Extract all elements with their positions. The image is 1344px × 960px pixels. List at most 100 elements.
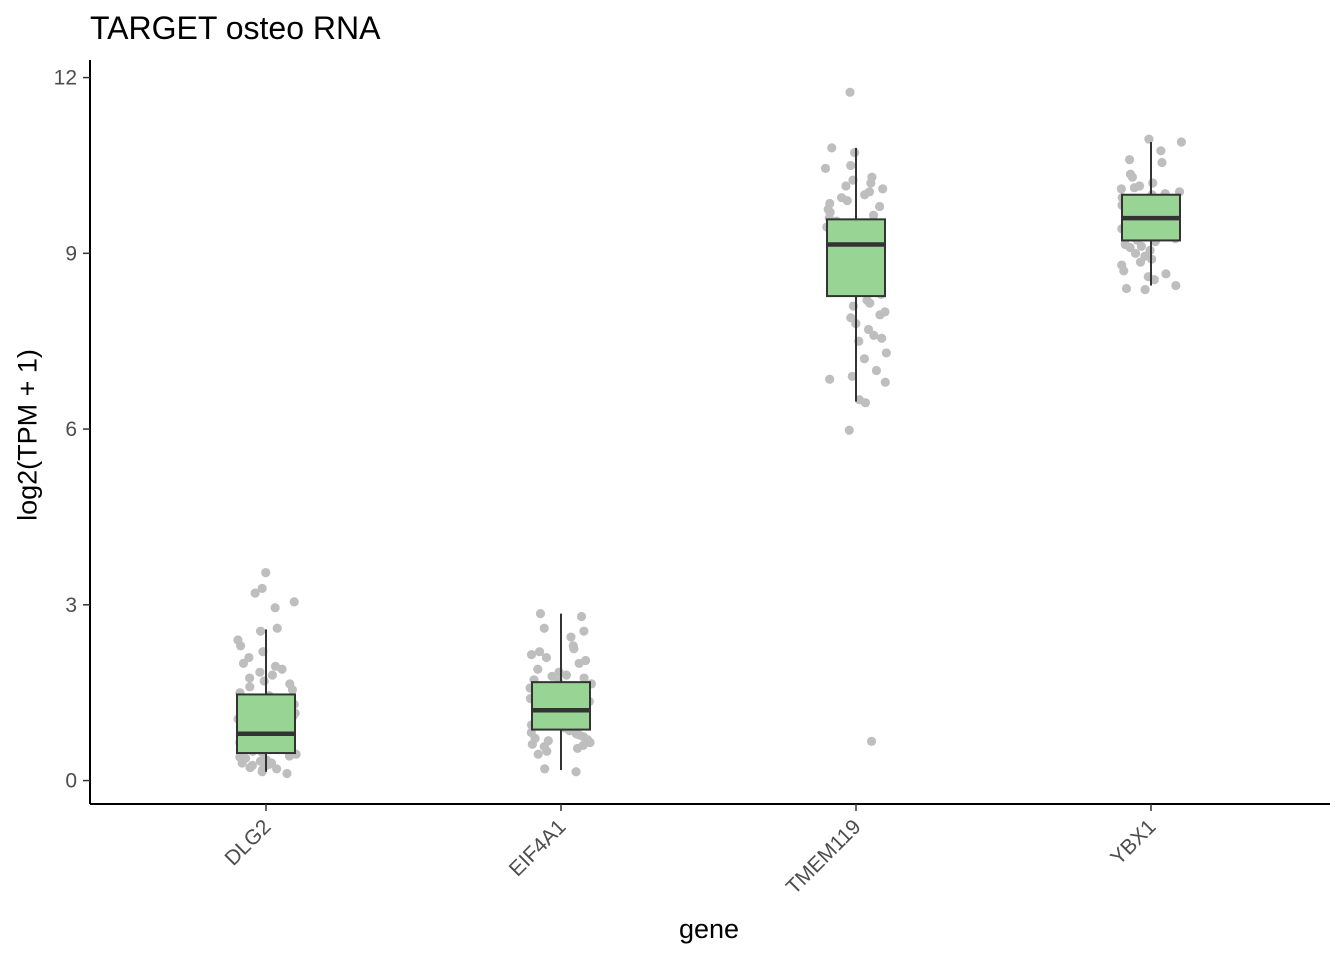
x-tick-label: DLG2 — [220, 815, 275, 870]
data-point — [1119, 266, 1129, 276]
data-point — [261, 567, 271, 578]
x-tick-label: YBX1 — [1106, 815, 1160, 869]
data-point — [561, 670, 572, 680]
chart-title: TARGET osteo RNA — [90, 10, 381, 46]
data-point — [257, 583, 267, 594]
data-point — [847, 371, 857, 381]
data-point — [540, 764, 550, 774]
data-point — [850, 147, 860, 158]
data-point — [880, 377, 890, 387]
data-point — [571, 767, 581, 777]
data-point — [233, 635, 243, 645]
data-point — [526, 650, 537, 660]
data-point — [533, 664, 543, 674]
data-point — [285, 679, 295, 689]
data-point — [580, 655, 591, 666]
y-tick-label: 6 — [65, 418, 77, 441]
data-point — [534, 647, 545, 657]
data-point — [244, 652, 254, 663]
data-point — [877, 333, 887, 343]
data-point — [270, 603, 280, 613]
data-point — [1129, 183, 1139, 193]
data-point — [842, 195, 852, 206]
data-point — [1136, 241, 1146, 251]
data-point — [250, 588, 260, 598]
data-point — [247, 760, 258, 770]
data-point — [245, 673, 255, 683]
data-point — [866, 178, 876, 188]
data-point — [846, 160, 856, 171]
data-point — [270, 661, 281, 671]
data-point — [543, 736, 553, 746]
data-point — [865, 298, 875, 308]
data-point — [860, 190, 870, 200]
data-point — [1116, 184, 1126, 194]
data-point — [257, 767, 267, 777]
data-point — [547, 671, 557, 681]
data-point — [825, 374, 835, 384]
x-tick-label: TMEM119 — [782, 815, 866, 899]
data-point — [868, 210, 879, 220]
data-point — [827, 143, 837, 153]
data-point — [866, 736, 877, 746]
data-point — [533, 749, 543, 759]
data-point — [1156, 146, 1166, 156]
data-point — [576, 611, 587, 622]
y-tick-label: 0 — [65, 770, 77, 793]
data-point — [240, 753, 251, 763]
data-point — [1130, 248, 1141, 258]
data-point — [272, 623, 282, 633]
x-axis-label: gene — [678, 914, 740, 944]
data-point — [881, 348, 891, 358]
data-point — [1135, 257, 1146, 267]
data-point — [238, 658, 249, 669]
data-point — [574, 730, 584, 740]
data-point — [259, 676, 269, 686]
data-point — [535, 609, 546, 619]
box-iqr — [236, 693, 296, 755]
data-point — [871, 365, 882, 376]
data-point — [1121, 283, 1132, 294]
data-point — [859, 354, 869, 364]
jitter-points-layer — [233, 87, 1187, 779]
data-point — [1127, 172, 1138, 182]
data-point — [875, 310, 885, 320]
data-point — [841, 181, 851, 191]
data-point — [579, 673, 589, 683]
data-point — [272, 764, 282, 774]
data-point — [820, 163, 831, 173]
data-point — [1125, 242, 1135, 253]
data-point — [255, 626, 266, 636]
box-iqr — [531, 681, 591, 731]
data-point — [823, 204, 833, 214]
boxes-layer — [236, 142, 1181, 772]
data-point — [289, 597, 299, 607]
data-point — [1171, 280, 1181, 291]
data-point — [539, 623, 549, 633]
data-point — [282, 768, 292, 779]
data-point — [579, 626, 589, 636]
data-point — [863, 324, 874, 335]
data-point — [844, 425, 854, 435]
data-point — [875, 201, 885, 212]
data-point — [1149, 275, 1159, 285]
y-tick-label: 12 — [54, 67, 77, 90]
data-point — [845, 87, 855, 97]
data-point — [860, 398, 871, 408]
data-point — [1176, 137, 1187, 147]
data-point — [255, 667, 265, 677]
y-tick-label: 3 — [65, 594, 77, 617]
data-point — [869, 330, 879, 340]
y-tick-label: 9 — [65, 242, 77, 265]
data-point — [1140, 285, 1150, 295]
data-point — [267, 670, 277, 680]
data-point — [1161, 269, 1171, 279]
data-point — [1148, 178, 1158, 188]
data-point — [245, 682, 255, 692]
data-point — [1157, 157, 1167, 168]
data-point — [1124, 154, 1135, 165]
data-point — [878, 184, 888, 194]
data-point — [568, 641, 578, 651]
data-point — [566, 632, 576, 642]
